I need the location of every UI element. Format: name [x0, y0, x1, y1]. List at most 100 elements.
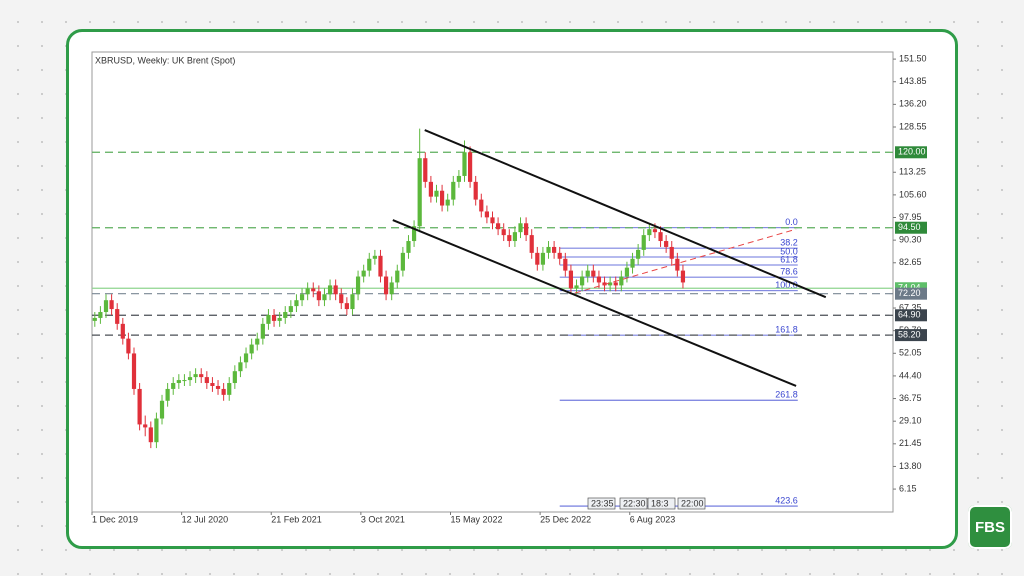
price-level-label: 58.20 — [898, 329, 921, 339]
y-tick-label: 143.85 — [899, 76, 927, 86]
candle-body — [243, 353, 249, 363]
candle-body — [664, 241, 669, 247]
candle-body — [580, 276, 585, 286]
candle-body — [249, 344, 254, 354]
candle-body — [322, 294, 327, 301]
chart-title: XBRUSD, Weekly: UK Brent (Spot) — [95, 55, 235, 65]
candle-body — [395, 270, 400, 283]
candle-body — [652, 229, 658, 233]
y-tick-label: 13.80 — [899, 461, 922, 471]
candle-body — [619, 276, 624, 286]
y-tick-label: 151.50 — [899, 53, 927, 63]
candle-body — [647, 229, 652, 236]
candle-body — [591, 270, 596, 277]
candle-body — [383, 276, 389, 295]
candle-body — [143, 424, 148, 428]
price-level-label: 74.04 — [898, 283, 921, 293]
y-tick-label: 6.15 — [899, 483, 917, 493]
card — [66, 29, 958, 549]
candle-body — [490, 217, 495, 224]
candle-body — [210, 383, 215, 386]
candle-body — [602, 282, 607, 286]
candle-body — [439, 190, 445, 206]
candle-body — [540, 252, 546, 265]
candle-body — [350, 294, 355, 310]
candle-body — [148, 427, 153, 443]
candle-body — [479, 199, 484, 212]
candle-body — [630, 258, 635, 268]
candle-body — [305, 288, 310, 295]
candle-body — [496, 223, 501, 230]
candle-body — [333, 285, 338, 295]
x-tick-label: 15 May 2022 — [450, 514, 502, 524]
candle-body — [120, 323, 125, 339]
candle-body — [568, 270, 574, 289]
y-tick-label: 52.05 — [899, 348, 922, 358]
price-level-tag — [895, 221, 927, 234]
candle-body — [624, 267, 630, 277]
candle-body — [126, 338, 131, 354]
y-tick-label: 21.45 — [899, 438, 922, 448]
candle-body — [232, 371, 237, 384]
candle-body — [658, 232, 663, 242]
candle-body — [417, 158, 422, 227]
plot-frame — [91, 51, 894, 513]
y-tick-label: 90.30 — [899, 235, 922, 245]
candle-body — [518, 223, 523, 233]
x-tick-label: 12 Jul 2020 — [182, 514, 229, 524]
time-label: 23:35 — [591, 498, 614, 508]
candle-body — [641, 235, 646, 250]
fib-label: 161.8 — [775, 324, 798, 334]
x-tick-label: 3 Oct 2021 — [361, 514, 405, 524]
time-label: 22:30 — [623, 498, 646, 508]
candle-body — [109, 300, 114, 310]
y-tick-label: 67.35 — [899, 302, 922, 312]
price-level-label: 120.00 — [898, 147, 926, 157]
candle-body — [361, 270, 366, 277]
candle-body — [92, 317, 97, 321]
candle-body — [255, 338, 260, 345]
candle-body — [215, 385, 221, 389]
candle-body — [524, 223, 529, 236]
candle-body — [680, 270, 686, 283]
candle-body — [613, 282, 618, 286]
candle-body — [339, 294, 344, 304]
price-level-tag — [895, 287, 927, 300]
time-tag — [587, 497, 616, 510]
candle-body — [182, 380, 187, 382]
y-tick-label: 97.95 — [899, 212, 922, 222]
candle-body — [585, 270, 590, 277]
channel-line — [392, 219, 797, 387]
y-tick-label: 113.25 — [899, 167, 926, 177]
candle-body — [221, 388, 226, 395]
candle-body — [484, 211, 489, 218]
time-tag — [677, 497, 706, 510]
fib-label: 100.0 — [775, 280, 798, 290]
candle-body — [176, 380, 181, 384]
candle-body — [316, 291, 321, 301]
candle-body — [187, 377, 193, 381]
candle-body — [456, 175, 461, 182]
candle-body — [546, 246, 551, 253]
candle-body — [473, 181, 478, 200]
candle-body — [266, 314, 271, 324]
y-tick-label: 136.20 — [899, 99, 927, 109]
fib-label: 423.6 — [775, 495, 798, 505]
candle-body — [507, 235, 512, 242]
candle-body — [154, 418, 159, 443]
candle-body — [171, 383, 176, 389]
candle-body — [103, 300, 109, 313]
candle-body — [131, 353, 137, 389]
candle-body — [434, 190, 439, 197]
time-tag — [647, 497, 676, 510]
fib-label: 61.8 — [780, 254, 798, 264]
time-label: 18:3 — [651, 498, 669, 508]
candle-body — [193, 374, 198, 378]
candle-body — [299, 294, 305, 301]
candle-body — [344, 303, 349, 310]
candle-body — [137, 388, 142, 425]
candle-body — [98, 312, 103, 318]
price-level-tag — [895, 146, 927, 159]
x-tick-label: 1 Dec 2019 — [92, 514, 138, 524]
